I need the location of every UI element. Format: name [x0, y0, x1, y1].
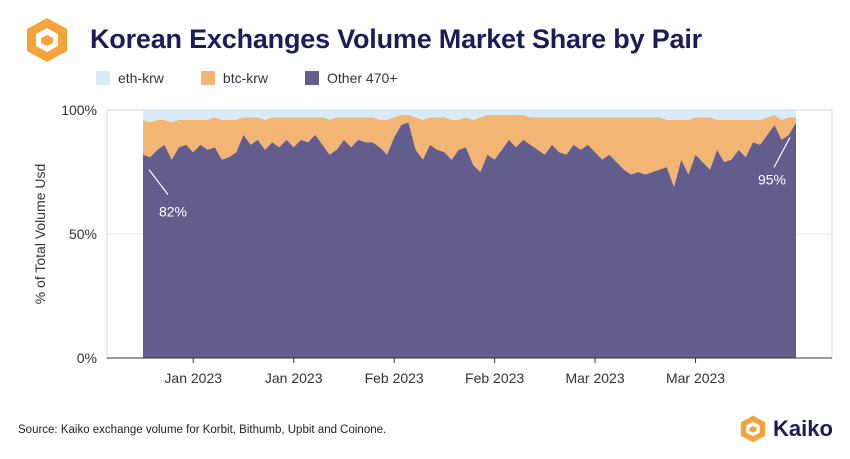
legend-label-other: Other 470+ [327, 70, 398, 86]
annotation-leader-line [773, 137, 791, 168]
annotation-label: 95% [758, 171, 786, 187]
legend-item-other: Other 470+ [305, 70, 397, 86]
annotation-label: 82% [159, 204, 187, 220]
x-tick-label: Mar 2023 [666, 370, 725, 386]
legend-swatch-btc-krw [200, 71, 215, 85]
brand-name: Kaiko [773, 416, 833, 441]
legend-item-eth-krw: eth-krw [96, 70, 164, 86]
annotation-leader-line [148, 169, 169, 196]
y-tick-label: 0% [77, 350, 97, 366]
legend-swatch-eth-krw [96, 71, 110, 85]
kaiko-logo-icon [27, 18, 67, 62]
kaiko-brand-icon [740, 415, 766, 443]
y-tick-label: 100% [61, 102, 97, 118]
y-tick-label: 50% [69, 226, 97, 242]
x-tick-label: Jan 2023 [265, 370, 323, 386]
legend-item-btc-krw: btc-krw [200, 70, 269, 86]
x-tick-label: Feb 2023 [465, 370, 524, 386]
stacked-area-chart: 0% 50% 100% % of Total Volume Usd Jan 2023 Ja… [32, 102, 833, 386]
x-tick-label: Mar 2023 [565, 370, 624, 386]
area-series-btc-krw [143, 115, 796, 187]
area-series-other-470 [143, 122, 796, 359]
legend-label-eth-krw: eth-krw [118, 70, 164, 86]
source-note: Source: Kaiko exchange volume for Korbit… [18, 424, 387, 436]
legend-swatch-other [305, 71, 320, 85]
y-axis-label: % of Total Volume Usd [32, 164, 48, 305]
x-tick-label: Jan 2023 [164, 370, 222, 386]
area-series-eth-krw [143, 110, 796, 123]
chart-legend: eth-krw btc-krw Other 470+ [96, 70, 434, 86]
x-tick-label: Feb 2023 [365, 370, 424, 386]
legend-label-btc-krw: btc-krw [222, 70, 269, 86]
brand-mark: Kaiko [739, 415, 833, 443]
chart-title: Korean Exchanges Volume Market Share by … [90, 24, 702, 54]
